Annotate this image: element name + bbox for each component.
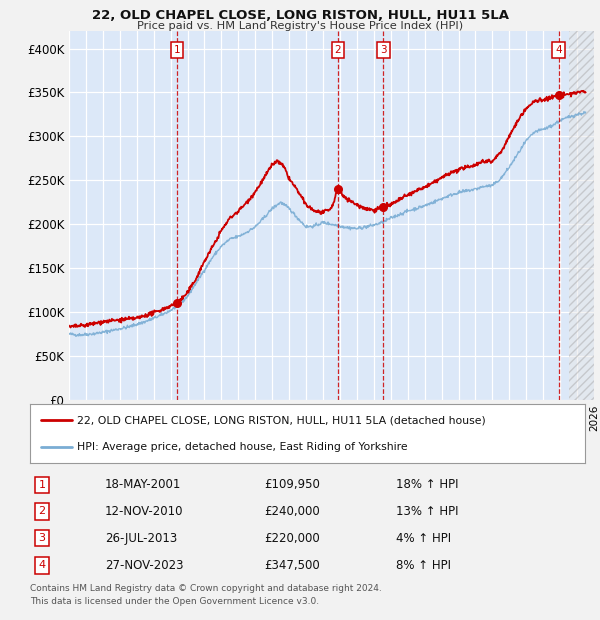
Text: £240,000: £240,000 [264, 505, 320, 518]
Text: 13% ↑ HPI: 13% ↑ HPI [396, 505, 458, 518]
Bar [569, 31, 594, 400]
Text: This data is licensed under the Open Government Licence v3.0.: This data is licensed under the Open Gov… [30, 597, 319, 606]
Text: 2: 2 [38, 507, 46, 516]
Text: 4% ↑ HPI: 4% ↑ HPI [396, 532, 451, 544]
Text: £347,500: £347,500 [264, 559, 320, 572]
Text: Contains HM Land Registry data © Crown copyright and database right 2024.: Contains HM Land Registry data © Crown c… [30, 583, 382, 593]
Text: 1: 1 [38, 480, 46, 490]
Text: 4: 4 [555, 45, 562, 55]
Text: 18% ↑ HPI: 18% ↑ HPI [396, 479, 458, 491]
Text: Price paid vs. HM Land Registry's House Price Index (HPI): Price paid vs. HM Land Registry's House … [137, 21, 463, 31]
Text: £220,000: £220,000 [264, 532, 320, 544]
Text: 1: 1 [174, 45, 181, 55]
Text: 4: 4 [38, 560, 46, 570]
Text: HPI: Average price, detached house, East Riding of Yorkshire: HPI: Average price, detached house, East… [77, 442, 408, 452]
Text: 26-JUL-2013: 26-JUL-2013 [105, 532, 177, 544]
Text: 2: 2 [334, 45, 341, 55]
Text: £109,950: £109,950 [264, 479, 320, 491]
Text: 3: 3 [380, 45, 386, 55]
Text: 12-NOV-2010: 12-NOV-2010 [105, 505, 184, 518]
Text: 3: 3 [38, 533, 46, 543]
Text: 22, OLD CHAPEL CLOSE, LONG RISTON, HULL, HU11 5LA: 22, OLD CHAPEL CLOSE, LONG RISTON, HULL,… [91, 9, 509, 22]
Text: 8% ↑ HPI: 8% ↑ HPI [396, 559, 451, 572]
Text: 18-MAY-2001: 18-MAY-2001 [105, 479, 181, 491]
Text: 22, OLD CHAPEL CLOSE, LONG RISTON, HULL, HU11 5LA (detached house): 22, OLD CHAPEL CLOSE, LONG RISTON, HULL,… [77, 415, 486, 425]
Bar [569, 31, 594, 400]
Text: 27-NOV-2023: 27-NOV-2023 [105, 559, 184, 572]
